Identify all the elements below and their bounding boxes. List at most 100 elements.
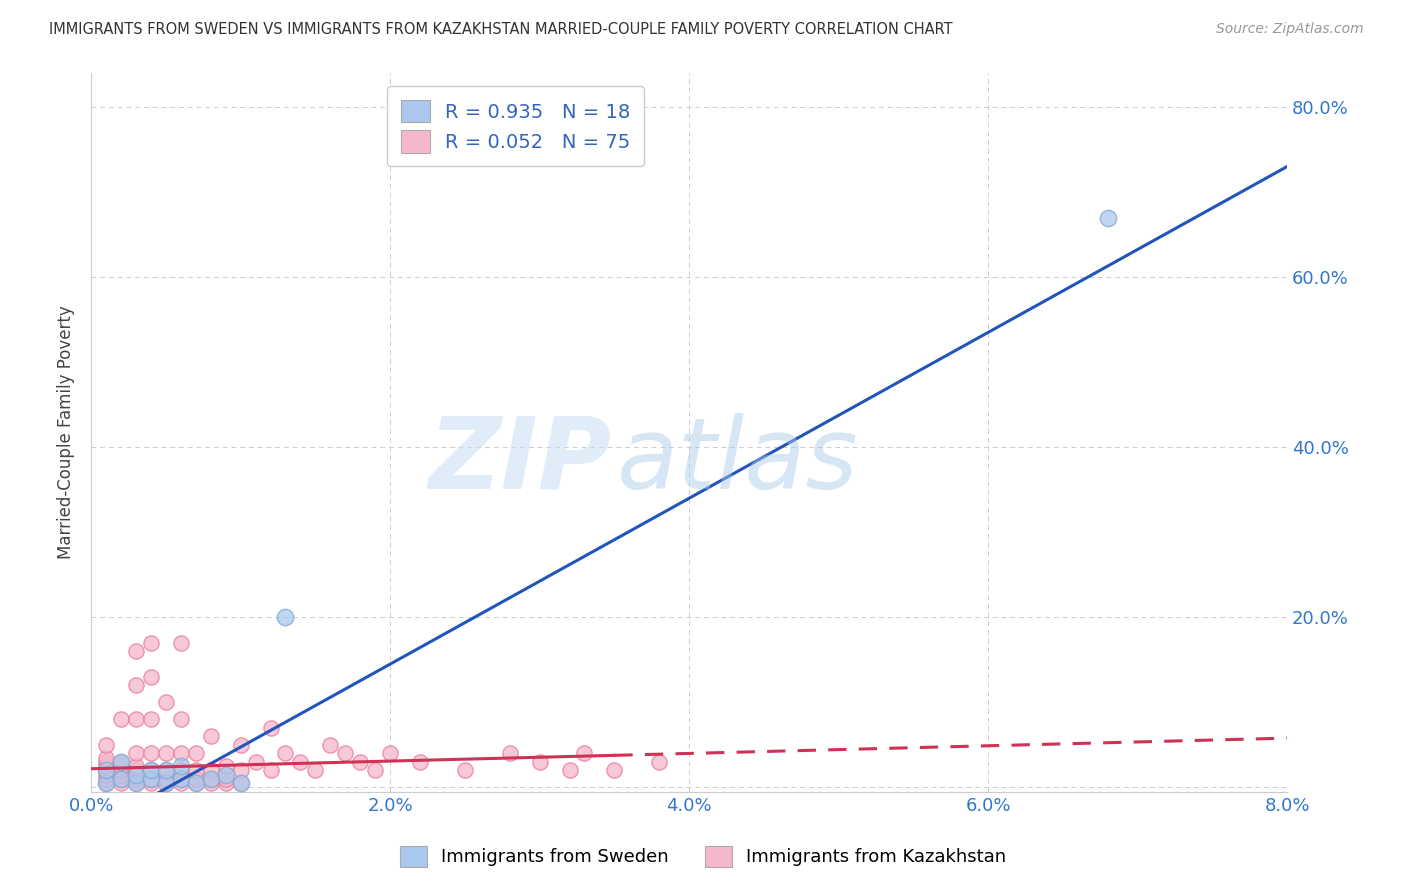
Point [139,764,162,778]
Point [125,776,148,790]
Point [229,738,252,752]
Legend: Immigrants from Sweden, Immigrants from Kazakhstan: Immigrants from Sweden, Immigrants from … [392,838,1014,874]
Point [139,764,162,778]
Point [200,764,222,778]
Point [574,747,596,761]
Text: IMMIGRANTS FROM SWEDEN VS IMMIGRANTS FROM KAZAKHSTAN MARRIED-COUPLE FAMILY POVER: IMMIGRANTS FROM SWEDEN VS IMMIGRANTS FRO… [49,22,953,37]
Point [125,644,148,658]
Legend: R = 0.935   N = 18, R = 0.052   N = 75: R = 0.935 N = 18, R = 0.052 N = 75 [387,87,644,166]
Point [125,759,148,773]
Text: Source: ZipAtlas.com: Source: ZipAtlas.com [1216,22,1364,37]
Point [139,713,162,727]
Point [94,764,117,778]
Point [259,764,281,778]
Point [139,772,162,786]
Point [110,772,132,786]
Point [110,776,132,790]
Point [139,670,162,684]
Point [110,759,132,773]
Point [110,767,132,781]
Point [200,772,222,786]
Point [94,772,117,786]
Point [229,776,252,790]
Point [155,776,177,790]
Text: atlas: atlas [617,413,859,509]
Point [274,747,297,761]
Point [94,755,117,769]
Point [184,764,207,778]
Point [125,747,148,761]
Point [259,721,281,735]
Point [125,776,148,790]
Point [110,772,132,786]
Point [125,678,148,692]
Point [200,772,222,786]
Y-axis label: Married-Couple Family Poverty: Married-Couple Family Poverty [58,305,75,559]
Point [125,772,148,786]
Point [155,776,177,790]
Point [110,755,132,769]
Point [94,776,117,790]
Point [229,764,252,778]
Point [184,776,207,790]
Point [94,750,117,764]
Point [110,764,132,778]
Point [139,636,162,650]
Point [1097,211,1119,225]
Point [200,776,222,790]
Point [319,738,342,752]
Point [274,610,297,624]
Point [290,755,312,769]
Point [245,755,267,769]
Point [215,767,238,781]
Point [215,776,238,790]
Point [603,764,626,778]
Point [184,776,207,790]
Point [184,747,207,761]
Point [125,713,148,727]
Point [349,755,371,769]
Point [170,776,193,790]
Point [170,713,193,727]
Point [229,776,252,790]
Point [558,764,581,778]
Point [215,772,238,786]
Point [155,772,177,786]
Point [215,759,238,773]
Point [139,772,162,786]
Point [529,755,551,769]
Point [200,730,222,744]
Point [364,764,387,778]
Point [378,747,401,761]
Point [409,755,432,769]
Point [94,738,117,752]
Point [125,767,148,781]
Point [155,695,177,709]
Point [170,772,193,786]
Point [94,776,117,790]
Point [110,713,132,727]
Point [170,772,193,786]
Point [170,636,193,650]
Point [125,767,148,781]
Point [304,764,326,778]
Point [110,755,132,769]
Point [155,747,177,761]
Point [125,764,148,778]
Point [94,764,117,778]
Point [170,759,193,773]
Point [648,755,671,769]
Text: ZIP: ZIP [429,413,612,509]
Point [155,764,177,778]
Point [335,747,357,761]
Point [139,776,162,790]
Point [170,747,193,761]
Point [155,764,177,778]
Point [94,759,117,773]
Point [454,764,477,778]
Point [170,764,193,778]
Point [139,747,162,761]
Point [184,772,207,786]
Point [94,767,117,781]
Point [499,747,522,761]
